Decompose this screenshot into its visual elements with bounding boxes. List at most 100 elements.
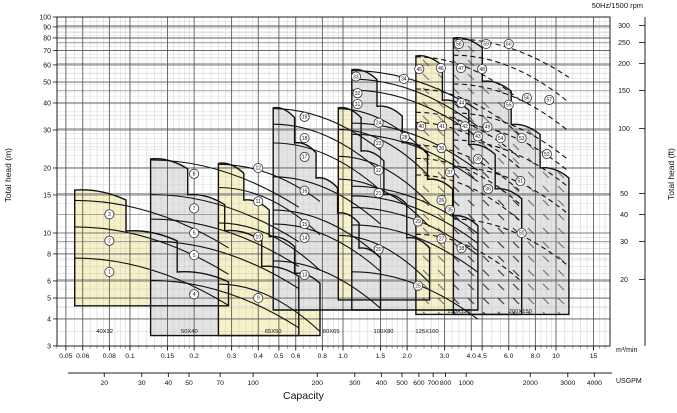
tick-label: 0.8 (318, 353, 328, 360)
pump-curve (218, 283, 321, 332)
x-axis-unit-m3min: m³/min (616, 347, 638, 354)
pump-model-marker-16: 16 (299, 185, 310, 196)
tick-label: 15 (43, 192, 51, 199)
tick-label: 300 (618, 23, 630, 30)
tick-label: 0.08 (103, 353, 116, 360)
tick-label: 32 (355, 91, 361, 97)
tick-label: 150 (618, 88, 630, 95)
pump-model-marker-46: 46 (435, 63, 446, 74)
pump-model-marker-19: 19 (299, 111, 310, 122)
chart-shape (453, 38, 464, 49)
pump-model-marker-4: 4 (189, 289, 200, 300)
region-label-100X80: 100X80 (374, 329, 394, 335)
tick-label: 12 (255, 166, 261, 172)
pump-curve (273, 223, 381, 272)
tick-label: 5 (193, 253, 196, 259)
pump-model-marker-5: 5 (189, 250, 200, 261)
chart-shape (413, 280, 424, 291)
chart-shape (299, 185, 310, 196)
chart-shape (350, 71, 361, 82)
chart-shape (413, 216, 424, 227)
chart-shape (189, 227, 200, 238)
region-label-150X125: 150X125 (447, 309, 470, 315)
tick-label: 200 (312, 380, 324, 387)
pump-curve (453, 54, 570, 103)
pump-model-marker-33: 33 (350, 71, 361, 82)
pump-curve (150, 240, 300, 290)
chart-shape (253, 196, 264, 207)
pump-model-marker-55: 55 (503, 99, 514, 110)
pump-model-marker-14: 14 (299, 232, 310, 243)
pump-model-marker-48: 48 (477, 64, 488, 75)
tick-label: 0.06 (76, 353, 89, 360)
tick-label: 2.0 (402, 353, 412, 360)
tick-label: 23 (376, 141, 382, 147)
tick-label: 90 (43, 24, 51, 31)
chart-shape (373, 165, 384, 176)
chart-shape (456, 243, 467, 254)
tick-label: 53 (519, 136, 525, 142)
region-label-125X100: 125X100 (415, 329, 438, 335)
tick-label: 0.3 (227, 353, 237, 360)
chart-shape (503, 99, 514, 110)
tick-label: 8.0 (531, 353, 541, 360)
chart-shape (445, 167, 456, 178)
chart-shape (253, 293, 264, 304)
pump-model-marker-47: 47 (455, 63, 466, 74)
tick-label: 28 (402, 135, 408, 141)
tick-label: 0.05 (59, 353, 72, 360)
pump-model-marker-45: 45 (414, 64, 425, 75)
tick-label: 150X125 (447, 309, 470, 315)
tick-label: 51 (518, 179, 524, 185)
tick-label: 43 (475, 134, 481, 140)
pump-model-marker-18: 18 (299, 133, 310, 144)
tick-label: 100 (39, 14, 51, 21)
pump-model-marker-3: 3 (104, 209, 115, 220)
pump-model-marker-9: 9 (253, 293, 264, 304)
pump-model-marker-50: 50 (516, 227, 527, 238)
pump-model-marker-1: 1 (104, 266, 115, 277)
region-border-40X32 (74, 189, 230, 307)
tick-label: 4 (47, 316, 51, 323)
tick-label: 400 (376, 380, 388, 387)
chart-shape (516, 133, 527, 144)
tick-label: 300 (349, 380, 361, 387)
tick-label: 20 (376, 247, 382, 253)
tick-label: 0.6 (291, 353, 301, 360)
tick-label: 42 (462, 124, 468, 130)
tick-label: 20 (43, 165, 51, 172)
tick-label: 1000 (459, 380, 474, 387)
tick-label: 3 (47, 343, 51, 350)
pump-model-marker-59: 59 (481, 38, 492, 49)
tick-label: 13 (302, 273, 308, 279)
pump-model-marker-29: 29 (413, 216, 424, 227)
pump-model-marker-26: 26 (436, 195, 447, 206)
chart-shape (299, 111, 310, 122)
chart-shape (299, 219, 310, 230)
tick-label: 54 (498, 136, 504, 142)
pump-curve (453, 139, 570, 188)
pump-model-marker-6: 6 (189, 227, 200, 238)
tick-label: 20 (100, 380, 108, 387)
chart-shape (515, 176, 526, 187)
tick-label: 10 (552, 353, 560, 360)
pump-curve (453, 218, 570, 267)
pump-model-marker-13: 13 (299, 269, 310, 280)
tick-label: 40X32 (96, 329, 113, 335)
pump-model-marker-51: 51 (515, 176, 526, 187)
tick-label: 50 (519, 231, 525, 237)
tick-label: 15 (590, 353, 598, 360)
chart-shape (472, 154, 483, 165)
pump-model-marker-52: 52 (541, 149, 552, 160)
tick-label: 60 (43, 62, 51, 69)
tick-label: 59 (483, 42, 489, 48)
pump-model-marker-21: 21 (373, 188, 384, 199)
tick-label: 8 (193, 171, 196, 177)
tick-label: 40 (43, 100, 51, 107)
chart-shape (373, 138, 384, 149)
chart-shape (436, 143, 447, 154)
pump-model-marker-31: 31 (352, 99, 363, 110)
tick-label: 24 (376, 120, 382, 126)
pump-model-marker-57: 57 (544, 94, 555, 105)
pump-model-marker-39: 39 (472, 154, 483, 165)
